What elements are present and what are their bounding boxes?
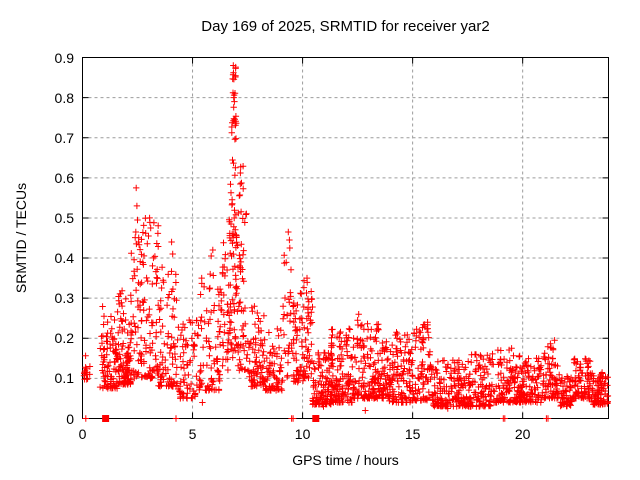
scatter-points — [80, 62, 612, 422]
y-tick-label: 0.2 — [54, 330, 74, 347]
y-tick-label: 0.3 — [54, 290, 74, 307]
baseline-square-marker — [102, 415, 110, 422]
y-tick-label: 0.4 — [54, 250, 74, 267]
x-tick-label: 10 — [294, 426, 311, 442]
y-tick-label: 0.8 — [54, 89, 74, 106]
y-tick-label: 0 — [66, 410, 74, 427]
x-tick-label: 0 — [78, 426, 87, 442]
x-tick-label: 15 — [404, 426, 421, 442]
plot-border — [82, 57, 609, 419]
y-tick-label: 0.6 — [54, 169, 74, 186]
baseline-square-marker — [312, 415, 320, 422]
y-tick-label: 0.1 — [54, 370, 74, 387]
x-axis-label: GPS time / hours — [292, 452, 399, 468]
x-tick-label: 20 — [514, 426, 531, 442]
chart-title: Day 169 of 2025, SRMTID for receiver yar… — [201, 18, 490, 35]
y-tick-label: 0.7 — [54, 129, 74, 146]
y-tick-label: 0.9 — [54, 49, 74, 66]
grid-lines — [82, 57, 609, 419]
y-tick-label: 0.5 — [54, 209, 74, 226]
x-tick-label: 5 — [188, 426, 197, 442]
